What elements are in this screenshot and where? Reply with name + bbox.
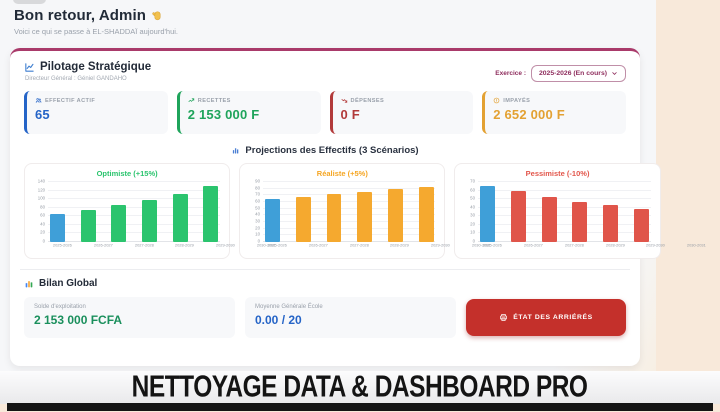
chart-bar <box>541 196 557 242</box>
chart-xlabels: 2025-2026 2026-2027 2027-2028 2028-2029 2029… <box>263 244 491 250</box>
chart-xlabel: 2030-2031 <box>687 244 707 248</box>
bilan-box-moyenne: Moyenne Générale École 0.00 / 20 <box>245 297 456 338</box>
footer-band: NETTOYAGE DATA & DASHBOARD PRO <box>0 369 720 404</box>
chart-title: Optimiste (+15%) <box>96 169 158 178</box>
chart-plot: 0 10 20 30 40 50 60 70 80 90 <box>246 180 438 244</box>
arrears-button[interactable]: ÉTAT DES ARRIÉRÉS <box>466 299 626 336</box>
chart-bar <box>572 201 588 242</box>
stats-row: EFFECTIF ACTIF 65 RECETTES 2 153 000 F D <box>24 91 626 134</box>
chart-xlabel: 2027-2028 <box>564 244 584 248</box>
footer-title: NETTOYAGE DATA & DASHBOARD PRO <box>132 369 588 404</box>
chart-xlabels: 2025-2026 2026-2027 2027-2028 2028-2029 2029… <box>48 244 276 250</box>
chevron-down-icon <box>611 70 618 77</box>
bilan-box-solde: Solde d'exploitation 2 153 000 FCFA <box>24 297 235 338</box>
users-icon <box>35 97 42 104</box>
chart-bar <box>326 194 342 242</box>
chart-xlabel: 2030-2031 <box>256 244 276 248</box>
chart-bar <box>80 209 96 242</box>
stat-card-impayes: IMPAYÉS 2 652 000 F <box>482 91 626 134</box>
cropped-toolbar-pill <box>13 0 46 4</box>
chart-xlabel: 2028-2029 <box>175 244 195 248</box>
chart-bar <box>387 189 403 242</box>
bottom-black-bar <box>7 403 713 411</box>
chart-xlabel: 2026-2027 <box>308 244 328 248</box>
pilotage-card: Pilotage Stratégique Directeur Général :… <box>10 48 706 366</box>
chart-xlabel: 2025-2026 <box>268 244 288 248</box>
page-header: Bon retour, Admin Voici ce qui se passe … <box>14 7 178 36</box>
stat-label: EFFECTIF ACTIF <box>45 97 96 104</box>
chart-bar <box>49 214 65 242</box>
chart-pessimiste: Pessimiste (-10%) 0 10 20 30 40 50 60 70 2025-2… <box>454 163 706 259</box>
bilan-value: 0.00 / 20 <box>255 313 302 327</box>
section-divider <box>20 269 630 270</box>
greeting-subtitle: Voici ce qui se passe à EL-SHADDAÏ aujou… <box>14 27 179 36</box>
bilan-value: 2 153 000 FCFA <box>34 313 123 327</box>
trend-up-icon <box>188 97 195 104</box>
stat-card-recettes: RECETTES 2 153 000 F <box>176 91 321 134</box>
stat-value: 2 652 000 F <box>493 107 565 122</box>
bilan-label: Solde d'exploitation <box>34 304 86 310</box>
chart-bar <box>603 205 619 242</box>
chart-xlabel: 2029-2030 <box>215 244 235 248</box>
line-chart-icon <box>24 62 35 73</box>
chart-bar <box>203 186 219 242</box>
bilan-label: Moyenne Générale École <box>255 304 323 310</box>
printer-icon <box>499 313 508 322</box>
chart-bar <box>357 192 373 242</box>
chart-bar <box>480 186 496 242</box>
chart-xlabel: 2030-2031 <box>471 244 491 248</box>
exercice-select[interactable]: 2025-2026 (En cours) <box>530 65 626 82</box>
chart-xlabel: 2028-2029 <box>390 244 410 248</box>
stat-label: DÉPENSES <box>350 97 385 104</box>
chart-optimiste: Optimiste (+15%) 0 20 40 60 80 100 120 140 2025… <box>24 163 276 259</box>
chart-bar <box>511 191 526 242</box>
chart-xlabel: 2027-2028 <box>349 244 369 248</box>
chart-plot: 0 20 40 60 80 100 120 140 <box>31 180 223 244</box>
chart-bar <box>111 205 127 242</box>
bilan-title: Bilan Global <box>39 278 98 289</box>
projections-title: Projections des Effectifs (3 Scénarios) <box>245 145 419 156</box>
chart-xlabel: 2029-2030 <box>646 244 666 248</box>
wave-hand-icon <box>151 9 164 22</box>
charts-row: Optimiste (+15%) 0 20 40 60 80 100 120 140 2025… <box>24 163 706 259</box>
greeting-text: Bon retour, Admin <box>14 7 146 24</box>
stat-value: 2 153 000 F <box>187 107 260 122</box>
stat-value: 65 <box>35 107 50 122</box>
chart-bar <box>295 196 311 242</box>
stat-card-depenses: DÉPENSES 0 F <box>329 91 474 134</box>
chart-bar <box>633 209 649 242</box>
trend-down-icon <box>341 97 348 104</box>
chart-xlabel: 2026-2027 <box>93 244 113 248</box>
exercice-label: Exercice : <box>495 70 526 77</box>
arrears-button-label: ÉTAT DES ARRIÉRÉS <box>513 314 593 321</box>
chart-bar <box>265 198 281 242</box>
chart-title: Réaliste (+5%) <box>316 169 368 178</box>
colored-bars-icon <box>24 279 34 289</box>
exercice-value: 2025-2026 (En cours) <box>538 70 607 77</box>
chart-title: Pessimiste (-10%) <box>525 169 590 178</box>
stat-value: 0 F <box>340 107 360 122</box>
chart-xlabels: 2025-2026 2026-2027 2027-2028 2028-2029 2029… <box>478 244 706 250</box>
chart-plot: 0 10 20 30 40 50 60 70 <box>461 180 653 244</box>
bar-chart-icon <box>231 146 240 155</box>
stat-card-effectif: EFFECTIF ACTIF 65 <box>24 91 168 134</box>
stat-label: RECETTES <box>197 97 231 104</box>
chart-bar <box>418 186 434 242</box>
panel-title: Pilotage Stratégique <box>40 61 152 73</box>
alert-icon <box>493 97 500 104</box>
chart-bar <box>142 199 157 242</box>
chart-xlabel: 2026-2027 <box>524 244 544 248</box>
chart-realiste: Réaliste (+5%) 0 10 20 30 40 50 60 70 80 90 2025-… <box>239 163 491 259</box>
chart-xlabel: 2027-2028 <box>134 244 154 248</box>
stat-label: IMPAYÉS <box>503 97 531 104</box>
chart-xlabel: 2025-2026 <box>483 244 503 248</box>
panel-subtitle: Directeur Général : Géniel GANDAHO <box>25 76 127 82</box>
chart-xlabel: 2029-2030 <box>431 244 451 248</box>
chart-bar <box>172 193 188 242</box>
chart-xlabel: 2025-2026 <box>52 244 72 248</box>
chart-xlabel: 2028-2029 <box>605 244 625 248</box>
